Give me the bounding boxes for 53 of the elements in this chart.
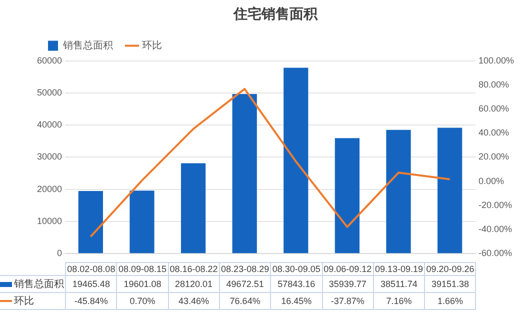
data-label: 39151.38 bbox=[424, 276, 476, 292]
y2-tick-label: 60.00% bbox=[478, 103, 509, 114]
data-label: 76.64% bbox=[219, 292, 271, 310]
x-tick-label: 08.16-08.22 bbox=[168, 262, 220, 276]
y2-tick-label: 80.00% bbox=[478, 79, 509, 90]
data-label: 49672.51 bbox=[219, 276, 271, 292]
chart-title: 住宅销售面积 bbox=[232, 5, 318, 22]
y2-tick-label: 0.00% bbox=[478, 176, 504, 186]
bar bbox=[284, 68, 308, 254]
bar bbox=[232, 94, 257, 254]
x-tick-label: 08.23-08.29 bbox=[219, 262, 271, 276]
legend-label: 环比 bbox=[142, 40, 162, 52]
text: 环比 bbox=[14, 296, 34, 307]
x-tick-label: 09.06-09.12 bbox=[322, 262, 374, 276]
data-label: 7.16% bbox=[373, 292, 425, 310]
data-label: 19601.08 bbox=[116, 276, 168, 292]
data-label: 28120.01 bbox=[168, 276, 220, 292]
bar bbox=[180, 163, 206, 254]
legend-label: 销售总面积 bbox=[62, 40, 113, 52]
y-tick-label: 50000 bbox=[36, 87, 62, 98]
x-tick-label: 08.30-09.05 bbox=[270, 262, 322, 276]
x-tick-label: 08.09-08.15 bbox=[116, 262, 168, 276]
data-label: 57843.16 bbox=[270, 276, 322, 292]
y2-tick-label: 40.00% bbox=[478, 128, 509, 138]
y-tick-label: 30000 bbox=[36, 152, 62, 162]
y-tick-label: 0 bbox=[57, 248, 62, 258]
data-label: 38511.74 bbox=[373, 276, 425, 292]
y-tick-label: 10000 bbox=[36, 216, 62, 226]
x-tick-label: 08.02-08.08 bbox=[66, 262, 117, 276]
text: 销售总面积 bbox=[14, 279, 64, 290]
data-label: 16.45% bbox=[270, 292, 322, 310]
data-label: 0.70% bbox=[116, 292, 168, 310]
y2-tick-label: -40.00% bbox=[478, 224, 512, 234]
bar bbox=[386, 130, 411, 254]
x-tick-label: 09.20-09.26 bbox=[424, 262, 476, 276]
bar bbox=[334, 138, 360, 254]
y2-tick-label: -20.00% bbox=[478, 200, 512, 210]
data-label: 43.46% bbox=[168, 292, 220, 310]
data-label: 1.66% bbox=[424, 292, 476, 310]
y-tick-label: 40000 bbox=[36, 120, 62, 130]
bar bbox=[78, 191, 103, 254]
y-tick-label: 60000 bbox=[36, 55, 62, 66]
y2-tick-label: 20.00% bbox=[478, 152, 509, 162]
data-label: 19465.48 bbox=[66, 276, 117, 292]
bar bbox=[438, 128, 462, 254]
y-tick-label: 20000 bbox=[36, 184, 62, 194]
data-label: -37.87% bbox=[322, 292, 374, 310]
data-label: 35939.77 bbox=[322, 276, 374, 292]
x-tick-label: 09.13-09.19 bbox=[373, 262, 425, 276]
y2-tick-label: -60.00% bbox=[478, 248, 512, 258]
bar bbox=[130, 190, 154, 254]
data-label: -45.84% bbox=[66, 292, 117, 310]
y2-tick-label: 100.00% bbox=[478, 55, 514, 66]
